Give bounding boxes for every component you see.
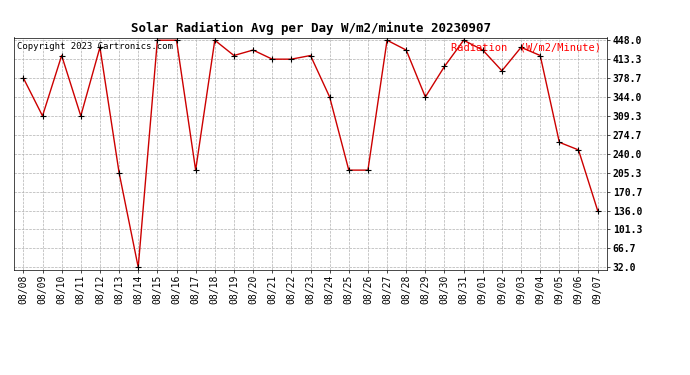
Text: Radiation  (W/m2/Minute): Radiation (W/m2/Minute) [451,42,601,52]
Title: Solar Radiation Avg per Day W/m2/minute 20230907: Solar Radiation Avg per Day W/m2/minute … [130,22,491,35]
Text: Copyright 2023 Cartronics.com: Copyright 2023 Cartronics.com [17,42,172,51]
